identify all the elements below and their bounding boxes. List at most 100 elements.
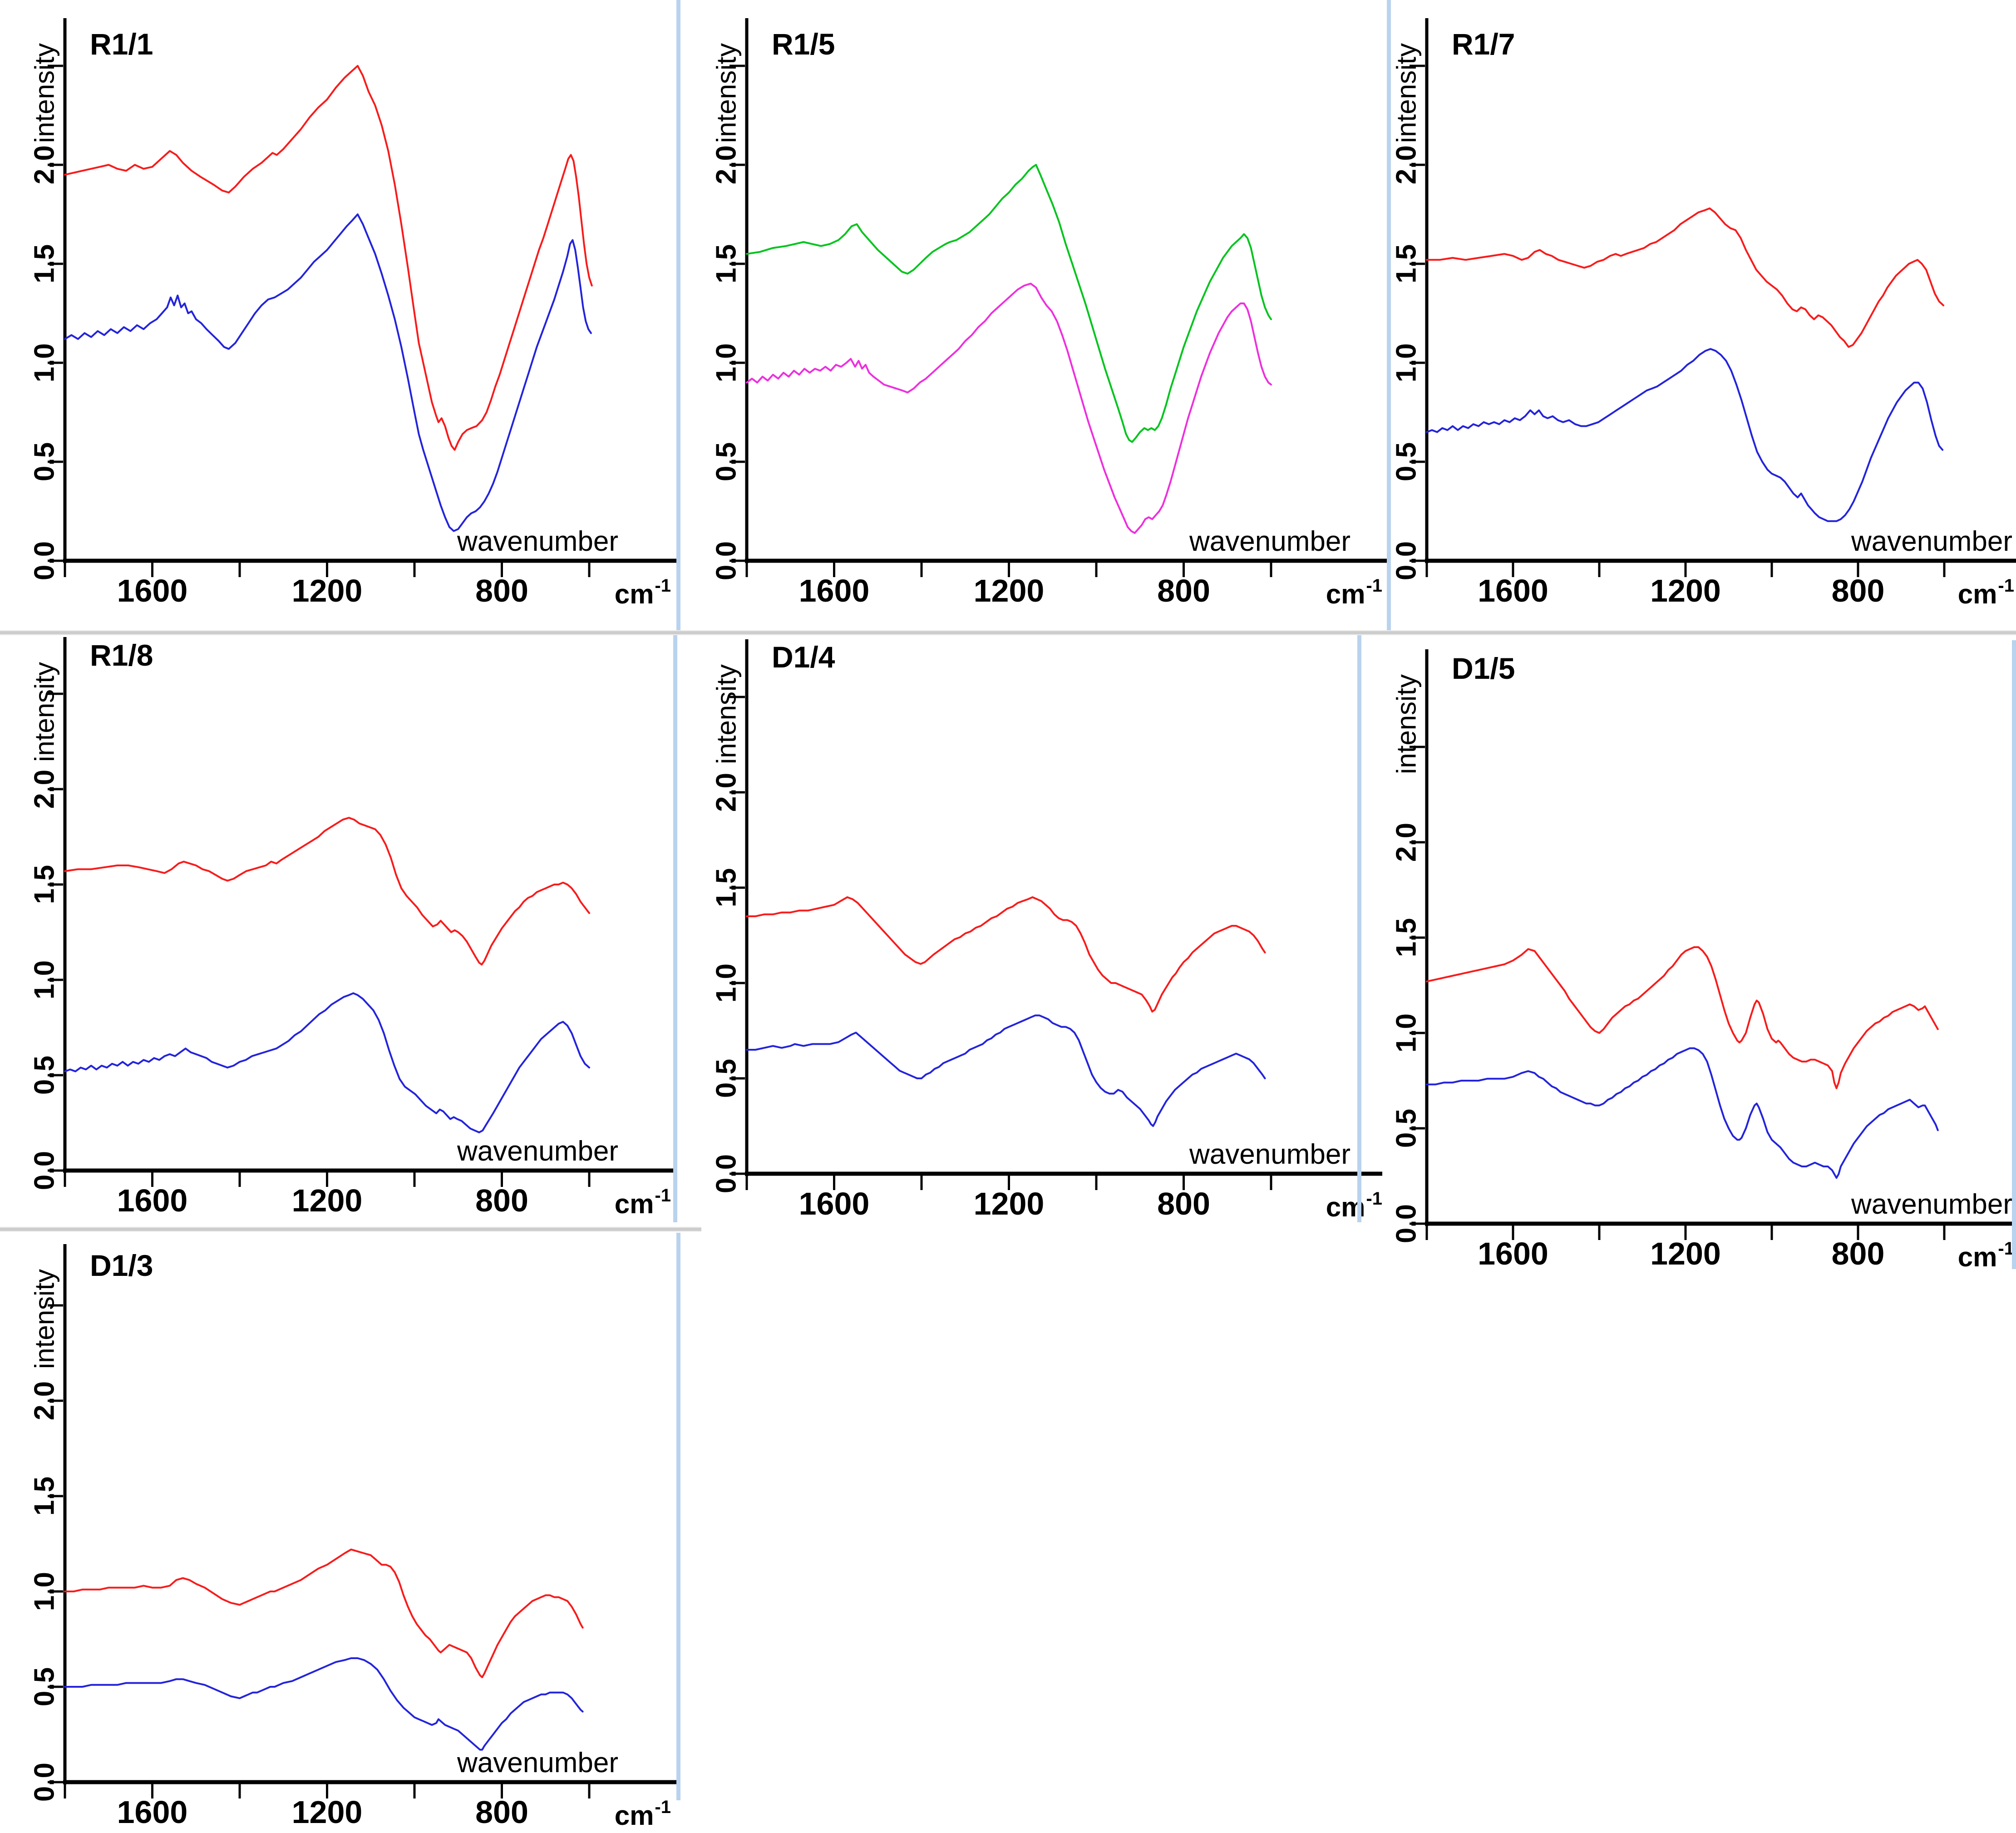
spectrum-chart: 1600 1200 8000.00.51.01.52.0intensitywaven… [29, 18, 680, 609]
x-unit-exponent: -1 [1998, 1239, 2014, 1259]
y-tick-label: 1.0 [29, 960, 60, 999]
x-tick-label: 1200 [292, 573, 363, 608]
y-tick-label: 0.5 [29, 1056, 60, 1095]
panel-border-line [676, 1233, 680, 1800]
y-tick-label: 1.0 [1391, 343, 1422, 382]
x-unit-base: cm [615, 579, 654, 609]
x-unit-exponent: -1 [1998, 576, 2014, 596]
x-tick-label: 1600 [799, 1186, 870, 1221]
x-unit-label: cm-1 [615, 1186, 671, 1219]
spectrum-chart: 1600 1200 8000.00.51.01.52.0intensitywaven… [711, 18, 1390, 609]
spectrum-chart: 1600 1200 8000.00.51.01.52.0intensitywaven… [29, 1244, 676, 1831]
x-tick-label: 1200 [292, 1183, 363, 1218]
panel-title: D1/3 [90, 1249, 153, 1282]
y-tick-label: 0.5 [711, 1059, 742, 1098]
x-unit-base: cm [1958, 579, 1997, 609]
spectrum-trace-lower-spectrum [746, 282, 1272, 534]
y-tick-label: 1.0 [711, 343, 742, 382]
y-tick-label: 0.0 [1391, 1204, 1422, 1243]
panel-border-line [2012, 640, 2016, 1269]
y-tick-label: 1.5 [1391, 918, 1422, 957]
panel-border-line [1357, 635, 1361, 1222]
y-tick-label: 1.0 [711, 963, 742, 1003]
spectrum-trace-upper-spectrum [746, 896, 1266, 1013]
y-tick-label: 2.0 [711, 145, 742, 184]
x-tick-label: 800 [1832, 573, 1885, 608]
x-unit-label: cm-1 [615, 576, 671, 609]
x-axis-annotation: wavenumber [1851, 1189, 2012, 1220]
spectrum-panel: 1600 1200 800 0.0 0.5 1.0 1.5 2.0 intensity waven… [701, 635, 1382, 1230]
y-tick-label: 0.0 [711, 541, 742, 580]
x-unit-base: cm [1326, 579, 1365, 609]
y-tick-label: 2.0 [1391, 823, 1422, 862]
x-tick-label: 800 [475, 573, 528, 608]
y-tick-label: 0.5 [29, 442, 60, 481]
spectrum-trace-lower-spectrum [64, 213, 592, 532]
y-tick-label: 2.0 [29, 770, 60, 809]
panel-title: D1/5 [1452, 652, 1515, 685]
x-unit-exponent: -1 [655, 1797, 671, 1817]
y-tick-label: 0.0 [29, 541, 60, 580]
x-unit-label: cm-1 [1958, 1239, 2014, 1272]
spectrum-chart: 1600 1200 8000.00.51.01.52.0intensitywaven… [1391, 18, 2016, 609]
y-tick-label: 0.5 [711, 442, 742, 481]
spectrum-trace-upper-spectrum [64, 817, 590, 966]
x-unit-label: cm-1 [615, 1797, 671, 1831]
spectrum-panel: 1600 1200 800 0.0 0.5 1.0 1.5 2.0 intensity waven… [0, 0, 680, 631]
x-tick-label: 800 [1157, 573, 1210, 608]
x-tick-label: 1200 [292, 1794, 363, 1830]
spectrum-panel: 1600 1200 800 0.0 0.5 1.0 1.5 2.0 intensity waven… [0, 635, 676, 1226]
x-tick-label: 1200 [974, 573, 1045, 608]
x-axis-annotation: wavenumber [1189, 1139, 1351, 1170]
spectrum-trace-upper-spectrum [64, 65, 593, 451]
x-axis-annotation: wavenumber [1851, 526, 2012, 557]
x-unit-label: cm-1 [1958, 576, 2014, 609]
y-axis-title: intensity [30, 43, 60, 143]
y-tick-label: 0.0 [29, 1151, 60, 1190]
y-tick-label: 0.5 [29, 1667, 60, 1706]
y-axis-title: intensity [30, 1269, 60, 1369]
x-axis-annotation: wavenumber [457, 526, 618, 557]
x-unit-base: cm [1958, 1242, 1997, 1272]
spectrum-trace-lower-spectrum [64, 992, 590, 1133]
x-tick-label: 1600 [1478, 573, 1548, 608]
spectrum-trace-upper-spectrum [1426, 946, 1939, 1089]
y-tick-label: 1.5 [711, 868, 742, 907]
x-tick-label: 1600 [117, 1183, 188, 1218]
y-tick-label: 0.0 [1391, 541, 1422, 580]
y-tick-label: 1.0 [29, 343, 60, 382]
spectrum-chart: 1600 1200 8000.00.51.01.52.0intensitywaven… [1391, 649, 2016, 1272]
x-unit-base: cm [615, 1800, 654, 1831]
x-axis-annotation: wavenumber [1189, 526, 1351, 557]
y-tick-label: 0.0 [711, 1154, 742, 1193]
x-tick-label: 1600 [117, 1794, 188, 1830]
spectrum-chart: 1600 1200 8000.00.51.01.52.0intensitywaven… [29, 637, 676, 1219]
y-tick-label: 1.5 [29, 244, 60, 283]
x-unit-exponent: -1 [655, 1186, 671, 1206]
y-tick-label: 2.0 [29, 1381, 60, 1420]
spectrum-trace-lower-spectrum [746, 1014, 1266, 1127]
x-axis-annotation: wavenumber [457, 1136, 618, 1167]
spectrum-trace-upper-spectrum [64, 1548, 584, 1678]
row-divider-line [0, 1227, 701, 1232]
spectrum-panel: 1600 1200 800 0.0 0.5 1.0 1.5 2.0 intensity waven… [1391, 640, 2016, 1272]
panel-title: R1/8 [90, 638, 153, 672]
panel-title: R1/7 [1452, 27, 1515, 61]
spectrum-panel: 1600 1200 800 0.0 0.5 1.0 1.5 2.0 intensity waven… [1391, 0, 2016, 631]
y-tick-label: 1.0 [1391, 1013, 1422, 1052]
x-tick-label: 800 [475, 1794, 528, 1830]
y-tick-label: 1.5 [711, 244, 742, 283]
y-axis-title: intensity [1391, 674, 1422, 774]
spectrum-trace-lower-spectrum [1426, 348, 1944, 522]
spectrum-chart: 1600 1200 8000.00.51.01.52.0intensitywaven… [711, 639, 1382, 1222]
x-tick-label: 800 [1832, 1236, 1885, 1271]
y-axis-title: intensity [1391, 43, 1422, 143]
x-tick-label: 800 [475, 1183, 528, 1218]
panel-title: D1/4 [772, 640, 835, 674]
panel-title: R1/1 [90, 27, 153, 61]
y-tick-label: 0.5 [1391, 442, 1422, 481]
x-tick-label: 1200 [1650, 573, 1721, 608]
spectrum-trace-lower-spectrum [64, 1657, 584, 1751]
panel-border-line [673, 635, 677, 1222]
